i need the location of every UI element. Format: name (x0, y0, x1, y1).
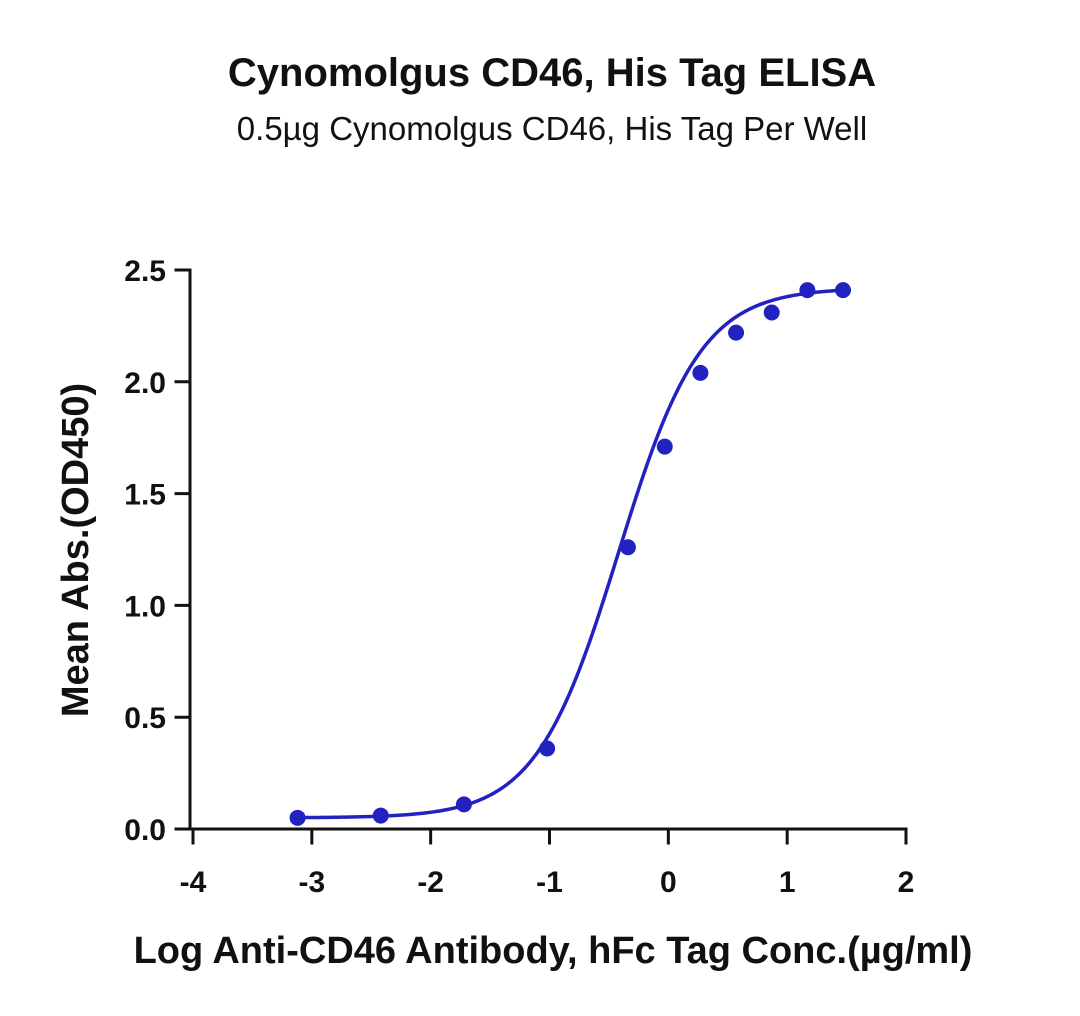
x-tick-label: -4 (180, 866, 207, 899)
y-tick-label: 2.0 (124, 367, 166, 400)
data-point (619, 539, 636, 556)
x-tick-label: 2 (898, 866, 915, 899)
y-tick-label: 2.5 (124, 255, 166, 288)
x-tick-label: 0 (660, 866, 677, 899)
data-points (289, 282, 852, 826)
fit-curve (297, 288, 844, 820)
chart-subtitle: 0.5µg Cynomolgus CD46, His Tag Per Well (237, 110, 867, 147)
data-point (835, 282, 852, 299)
data-point (372, 807, 389, 824)
x-tick-label: -1 (536, 866, 563, 899)
y-axis-label: Mean Abs.(OD450) (55, 383, 97, 717)
y-tick-label: 1.5 (124, 479, 166, 512)
x-axis-label: Log Anti-CD46 Antibody, hFc Tag Conc.(µg… (134, 930, 973, 972)
x-tick-label: -2 (417, 866, 444, 899)
data-point (728, 324, 745, 341)
data-point (656, 438, 673, 455)
data-point (692, 364, 709, 381)
data-point (539, 740, 556, 757)
data-point (763, 304, 780, 321)
data-point (799, 282, 816, 299)
y-tick-label: 0.5 (124, 702, 166, 735)
y-tick-label: 1.0 (124, 590, 166, 623)
axes: 0.0 0.5 1.0 1.5 2.0 2.5 -4 -3 -2 -1 0 1 2 (124, 255, 914, 899)
y-tick-label: 0.0 (124, 814, 166, 847)
fit-curve-layer (297, 288, 844, 820)
chart-title: Cynomolgus CD46, His Tag ELISA (228, 51, 876, 95)
data-point (289, 809, 306, 826)
x-tick-label: -3 (298, 866, 325, 899)
x-tick-label: 1 (779, 866, 796, 899)
data-point (455, 796, 472, 813)
